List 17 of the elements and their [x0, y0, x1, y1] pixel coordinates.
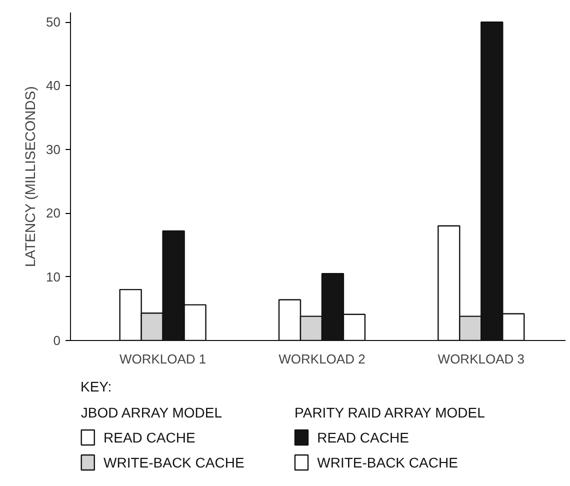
x-tick-label: WORKLOAD 3 — [438, 352, 524, 366]
legend-label: WRITE-BACK CACHE — [317, 454, 458, 470]
legend-label: READ CACHE — [104, 430, 196, 446]
y-tick-label: 40 — [46, 78, 61, 94]
legend-label: WRITE-BACK CACHE — [104, 454, 244, 470]
y-tick-label: 50 — [46, 14, 61, 30]
y-tick-label: 30 — [46, 142, 61, 157]
text: PARITY RAID ARRAY MODEL — [294, 404, 486, 420]
x-tick-label: WORKLOAD 1 — [119, 352, 206, 366]
y-axis-title: LATENCY (MILLISECONDS) — [22, 86, 38, 267]
text: JBOD ARRAY MODEL — [80, 404, 222, 420]
x-tick-label: WORKLOAD 2 — [278, 352, 366, 366]
legend-title: KEY: — [80, 378, 112, 394]
legend-label: READ CACHE — [317, 430, 409, 446]
y-tick-label: 10 — [46, 269, 61, 284]
y-tick-label: 20 — [46, 206, 61, 221]
y-tick-label: 0 — [53, 333, 61, 348]
